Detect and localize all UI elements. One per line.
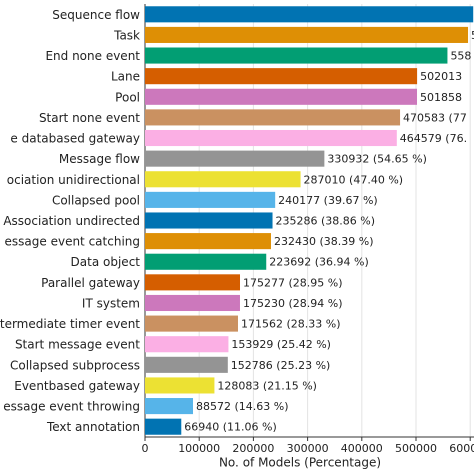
bar	[145, 68, 418, 85]
y-tick-label: Collapsed pool	[52, 193, 140, 207]
y-tick-label: Collapsed subprocess	[10, 358, 140, 372]
y-tick-label: Pool	[115, 90, 140, 104]
value-label: 175277 (28.95 %)	[243, 276, 343, 289]
bar	[145, 6, 474, 23]
y-tick-label: Parallel gateway	[41, 276, 140, 290]
bar	[145, 377, 215, 394]
value-label: 153929 (25.42 %)	[231, 338, 331, 351]
x-tick-label: 300000	[287, 442, 329, 455]
y-tick-label: Association undirected	[3, 214, 140, 228]
bar	[145, 356, 228, 373]
bar	[145, 315, 238, 332]
y-tick-label: Sequence flow	[52, 8, 140, 22]
x-tick-label: 0	[142, 442, 149, 455]
x-tick-label: 100000	[178, 442, 220, 455]
x-tick-label: 600000	[449, 442, 474, 455]
y-tick-label: e databased gateway	[10, 132, 140, 146]
y-tick-label: essage event catching	[5, 235, 140, 249]
y-tick-label: Start none event	[39, 111, 140, 125]
bar	[145, 418, 182, 435]
y-tick-label: Data object	[71, 255, 141, 269]
y-tick-label: End none event	[45, 49, 140, 63]
value-label: 152786 (25.23 %)	[231, 359, 331, 372]
x-axis-title: No. of Models (Percentage)	[219, 456, 381, 470]
value-label: 175230 (28.94 %)	[243, 297, 343, 310]
value-label: 287010 (47.40 %)	[304, 173, 404, 186]
y-tick-label: Eventbased gateway	[14, 379, 140, 393]
x-tick-label: 500000	[395, 442, 437, 455]
value-label: 464579 (76.	[400, 132, 467, 145]
bar	[145, 253, 267, 270]
value-label: 558	[450, 50, 471, 63]
y-tick-label: Message flow	[59, 152, 140, 166]
value-label: 232430 (38.39 %)	[274, 235, 374, 248]
x-tick-label: 400000	[341, 442, 383, 455]
bar	[145, 171, 301, 188]
bar	[145, 150, 325, 167]
value-label: 330932 (54.65 %)	[327, 153, 427, 166]
bar	[145, 47, 448, 64]
value-label: 128083 (21.15 %)	[217, 379, 317, 392]
y-tick-label: ntermediate timer event	[0, 317, 140, 331]
bar	[145, 129, 397, 147]
value-label: 235286 (38.86 %)	[276, 215, 376, 228]
bar	[145, 109, 401, 126]
bar	[145, 398, 194, 415]
bar	[145, 336, 229, 353]
y-tick-label: Start message event	[15, 338, 140, 352]
value-label: 240177 (39.67 %)	[278, 194, 378, 207]
value-label: 66940 (11.06 %)	[184, 421, 277, 434]
bar	[145, 212, 273, 229]
value-label: 502013	[420, 70, 462, 83]
bar	[145, 88, 418, 105]
y-tick-label: Lane	[111, 70, 140, 84]
value-label: 501858	[420, 91, 462, 104]
bar	[145, 274, 241, 291]
y-tick-label: Task	[113, 28, 140, 42]
y-tick-label: IT system	[82, 296, 140, 310]
bar	[145, 26, 469, 43]
value-label: 470583 (77	[403, 111, 467, 124]
bar	[145, 294, 240, 312]
y-tick-label: Text annotation	[46, 420, 140, 434]
x-tick-label: 200000	[232, 442, 274, 455]
y-tick-label: ociation unidirectional	[7, 173, 140, 187]
bar	[145, 233, 271, 250]
value-label: 223692 (36.94 %)	[269, 256, 369, 269]
value-label: 171562 (28.33 %)	[241, 318, 341, 331]
y-tick-label: essage event throwing	[3, 400, 140, 414]
value-label: 88572 (14.63 %)	[196, 400, 289, 413]
value-label: 5	[471, 29, 474, 42]
bar	[145, 191, 276, 208]
